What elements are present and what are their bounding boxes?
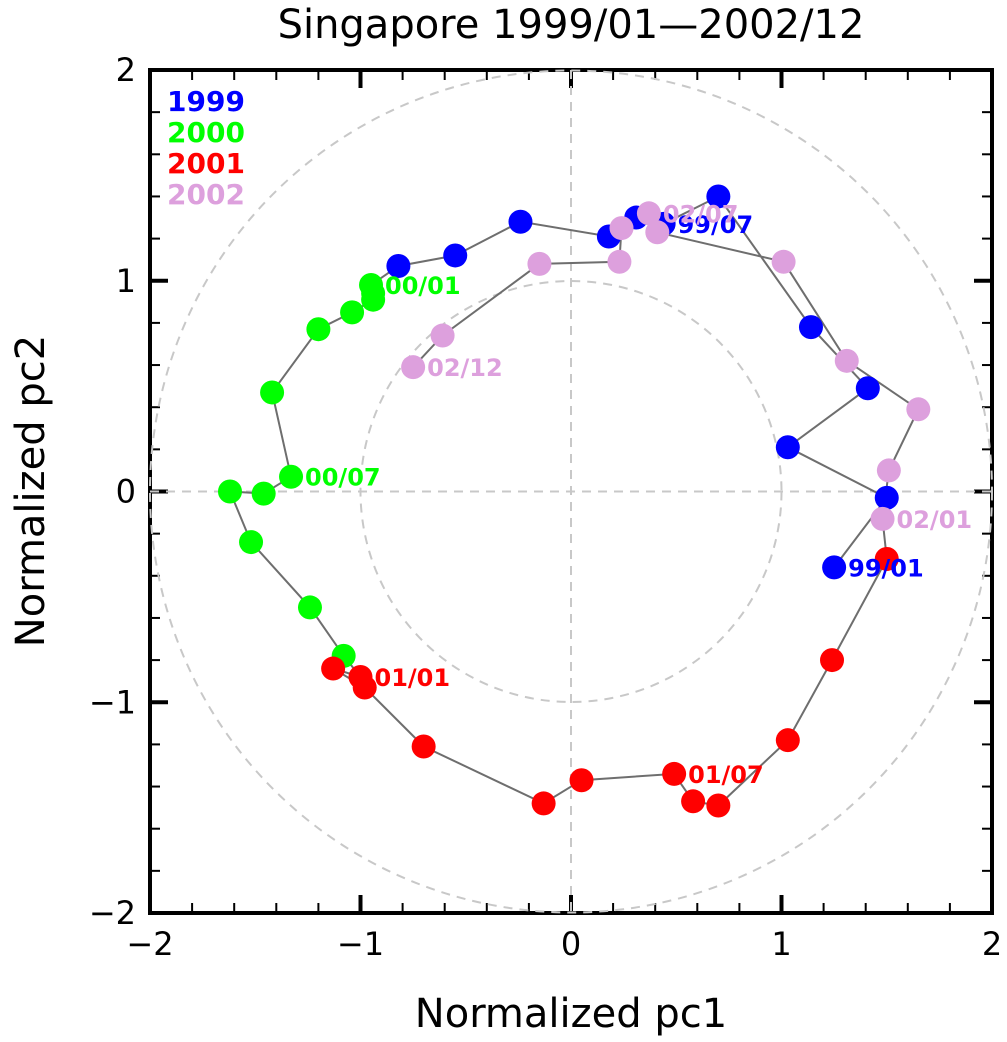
data-point-1999 bbox=[386, 253, 411, 278]
legend-entry-2002: 2002 bbox=[167, 178, 245, 211]
data-point-1999 bbox=[874, 485, 899, 510]
point-annotation: 01/01 bbox=[375, 664, 451, 692]
data-point-2002 bbox=[876, 458, 901, 483]
data-point-2000 bbox=[340, 300, 365, 325]
point-annotation: 02/12 bbox=[427, 354, 503, 382]
data-point-1999 bbox=[775, 435, 800, 460]
data-point-1999 bbox=[798, 315, 823, 340]
reference-circle bbox=[149, 69, 993, 914]
legend-entry-1999: 1999 bbox=[167, 85, 245, 118]
x-tick-label: 0 bbox=[561, 925, 581, 963]
data-point-1999 bbox=[822, 555, 847, 580]
data-point-2002 bbox=[636, 201, 661, 226]
y-tick-label: −1 bbox=[89, 683, 136, 721]
data-point-2000 bbox=[306, 317, 331, 342]
data-point-2000 bbox=[297, 595, 322, 620]
point-annotation: 02/01 bbox=[897, 506, 973, 534]
data-point-2002 bbox=[607, 249, 632, 274]
y-tick-label: 2 bbox=[116, 51, 136, 89]
data-point-2001 bbox=[321, 656, 346, 681]
trajectory-line bbox=[228, 195, 920, 807]
data-point-2001 bbox=[775, 728, 800, 753]
y-tick-label: 1 bbox=[116, 262, 136, 300]
data-point-2000 bbox=[251, 481, 276, 506]
y-axis-label: Normalized pc2 bbox=[8, 335, 54, 647]
x-tick-label: 2 bbox=[982, 925, 1002, 963]
data-point-2002 bbox=[609, 216, 634, 241]
data-point-2002 bbox=[870, 506, 895, 531]
data-point-2000 bbox=[217, 479, 242, 504]
x-tick-label: −1 bbox=[337, 925, 384, 963]
data-point-2001 bbox=[411, 734, 436, 759]
point-annotation: 02/07 bbox=[663, 200, 739, 228]
point-annotation: 01/07 bbox=[688, 761, 764, 789]
data-point-2000 bbox=[279, 464, 304, 489]
data-point-2001 bbox=[820, 648, 845, 673]
data-point-1999 bbox=[706, 184, 731, 209]
point-annotation: 00/01 bbox=[385, 272, 461, 300]
data-point-2001 bbox=[874, 546, 899, 571]
data-point-2000 bbox=[260, 380, 285, 405]
data-point-2000 bbox=[361, 287, 386, 312]
point-annotation: 00/07 bbox=[305, 464, 381, 492]
y-tick-label: −2 bbox=[89, 894, 136, 932]
data-point-2002 bbox=[906, 397, 931, 422]
data-point-2002 bbox=[430, 323, 455, 348]
data-point-2002 bbox=[645, 220, 670, 245]
data-point-2002 bbox=[527, 251, 552, 276]
legend-entry-2001: 2001 bbox=[167, 147, 245, 180]
data-point-2001 bbox=[681, 789, 706, 814]
point-annotation: 99/07 bbox=[678, 211, 754, 239]
data-point-2002 bbox=[771, 249, 796, 274]
data-point-2001 bbox=[569, 768, 594, 793]
data-point-1999 bbox=[508, 209, 533, 234]
legend-entry-2000: 2000 bbox=[167, 116, 245, 149]
data-point-2001 bbox=[662, 761, 687, 786]
data-point-2002 bbox=[401, 355, 426, 380]
data-point-2001 bbox=[352, 675, 377, 700]
data-point-2002 bbox=[834, 348, 859, 373]
data-point-2001 bbox=[706, 793, 731, 818]
data-point-1999 bbox=[855, 376, 880, 401]
x-axis-label: Normalized pc1 bbox=[415, 991, 727, 1037]
y-tick-label: 0 bbox=[116, 473, 136, 511]
x-tick-label: −2 bbox=[126, 925, 173, 963]
point-annotation: 99/01 bbox=[848, 554, 924, 582]
x-tick-label: 1 bbox=[771, 925, 791, 963]
data-point-1999 bbox=[443, 243, 468, 268]
data-point-2001 bbox=[531, 791, 556, 816]
data-point-2000 bbox=[239, 530, 264, 555]
chart-title: Singapore 1999/01—2002/12 bbox=[278, 2, 865, 48]
